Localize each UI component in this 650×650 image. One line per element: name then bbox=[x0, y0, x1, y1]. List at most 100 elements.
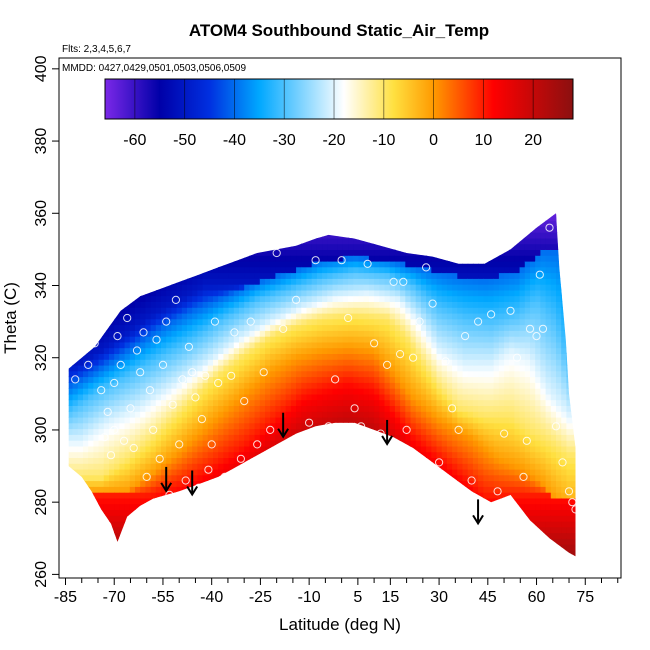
field-cell bbox=[202, 370, 209, 378]
field-cell bbox=[384, 272, 391, 279]
field-cell bbox=[452, 324, 458, 331]
field-cell bbox=[337, 497, 344, 505]
field-cell bbox=[270, 318, 276, 326]
field-cell bbox=[166, 440, 172, 447]
field-cell bbox=[103, 312, 110, 320]
field-cell bbox=[389, 359, 396, 366]
field-cell bbox=[400, 255, 406, 262]
field-cell bbox=[124, 440, 131, 447]
field-cell bbox=[103, 289, 110, 297]
field-cell bbox=[129, 411, 136, 418]
field-cell bbox=[348, 399, 354, 406]
field-cell bbox=[244, 370, 250, 378]
field-cell bbox=[161, 289, 167, 297]
field-cell bbox=[379, 213, 386, 216]
field-cell bbox=[213, 341, 219, 349]
field-cell bbox=[400, 243, 406, 250]
field-cell bbox=[197, 428, 204, 435]
field-cell bbox=[462, 497, 469, 505]
field-cell bbox=[124, 255, 131, 262]
field-cell bbox=[353, 561, 359, 567]
field-cell bbox=[249, 544, 256, 551]
field-cell bbox=[259, 295, 266, 302]
field-cell bbox=[358, 289, 365, 297]
field-cell bbox=[311, 347, 318, 354]
field-cell bbox=[265, 213, 271, 216]
field-cell bbox=[431, 226, 438, 233]
field-cell bbox=[68, 451, 74, 458]
field-cell bbox=[88, 376, 94, 383]
field-cell bbox=[400, 232, 406, 239]
field-cell bbox=[145, 260, 152, 268]
field-cell bbox=[415, 213, 422, 216]
field-cell bbox=[129, 497, 136, 505]
field-cell bbox=[233, 226, 240, 233]
field-cell bbox=[161, 434, 167, 441]
field-cell bbox=[306, 324, 313, 331]
field-cell bbox=[322, 376, 328, 383]
field-cell bbox=[431, 301, 438, 308]
field-cell bbox=[187, 434, 193, 441]
field-cell bbox=[275, 364, 282, 372]
field-cell bbox=[285, 213, 292, 216]
field-cell bbox=[415, 440, 422, 447]
field-cell bbox=[103, 416, 110, 424]
field-cell bbox=[358, 520, 365, 528]
field-cell bbox=[348, 347, 354, 354]
field-cell bbox=[109, 370, 115, 378]
field-cell bbox=[218, 393, 224, 401]
field-cell bbox=[384, 266, 391, 274]
field-cell bbox=[218, 538, 224, 545]
field-cell bbox=[187, 463, 193, 470]
field-cell bbox=[467, 457, 474, 464]
field-cell bbox=[223, 405, 230, 412]
field-cell bbox=[239, 307, 245, 314]
field-cell bbox=[379, 486, 386, 493]
field-cell bbox=[363, 451, 370, 458]
field-cell bbox=[342, 486, 349, 493]
field-cell bbox=[145, 480, 152, 487]
field-cell bbox=[265, 434, 271, 441]
field-cell bbox=[192, 266, 198, 274]
field-cell bbox=[441, 347, 448, 354]
field-cell bbox=[301, 532, 308, 539]
field-cell bbox=[161, 428, 167, 435]
field-cell bbox=[187, 301, 193, 308]
field-cell bbox=[207, 278, 214, 285]
field-cell bbox=[379, 497, 386, 505]
field-cell bbox=[337, 278, 344, 285]
field-cell bbox=[202, 347, 209, 354]
field-cell bbox=[457, 503, 464, 510]
field-cell bbox=[135, 330, 141, 337]
field-cell bbox=[72, 249, 79, 256]
field-cell bbox=[363, 266, 370, 274]
field-cell bbox=[270, 382, 276, 389]
field-cell bbox=[290, 295, 297, 302]
field-cell bbox=[187, 295, 193, 302]
field-cell bbox=[155, 237, 162, 245]
field-cell bbox=[290, 520, 297, 528]
field-cell bbox=[394, 422, 401, 430]
field-cell bbox=[316, 544, 323, 551]
field-cell bbox=[192, 324, 198, 331]
field-cell bbox=[176, 416, 183, 424]
field-cell bbox=[124, 347, 131, 354]
field-cell bbox=[62, 515, 68, 521]
field-cell bbox=[280, 359, 287, 366]
field-cell bbox=[275, 555, 282, 557]
field-cell bbox=[244, 422, 250, 430]
field-cell bbox=[353, 243, 360, 250]
field-cell bbox=[83, 405, 89, 412]
field-cell bbox=[290, 451, 297, 458]
field-cell bbox=[72, 226, 79, 233]
field-cell bbox=[88, 255, 94, 262]
field-cell bbox=[415, 312, 422, 320]
field-cell bbox=[129, 555, 136, 557]
field-cell bbox=[72, 463, 79, 470]
field-cell bbox=[280, 226, 287, 233]
field-cell bbox=[62, 215, 68, 221]
field-cell bbox=[322, 526, 328, 534]
field-cell bbox=[332, 214, 339, 222]
field-cell bbox=[192, 214, 198, 222]
field-cell bbox=[202, 445, 209, 453]
